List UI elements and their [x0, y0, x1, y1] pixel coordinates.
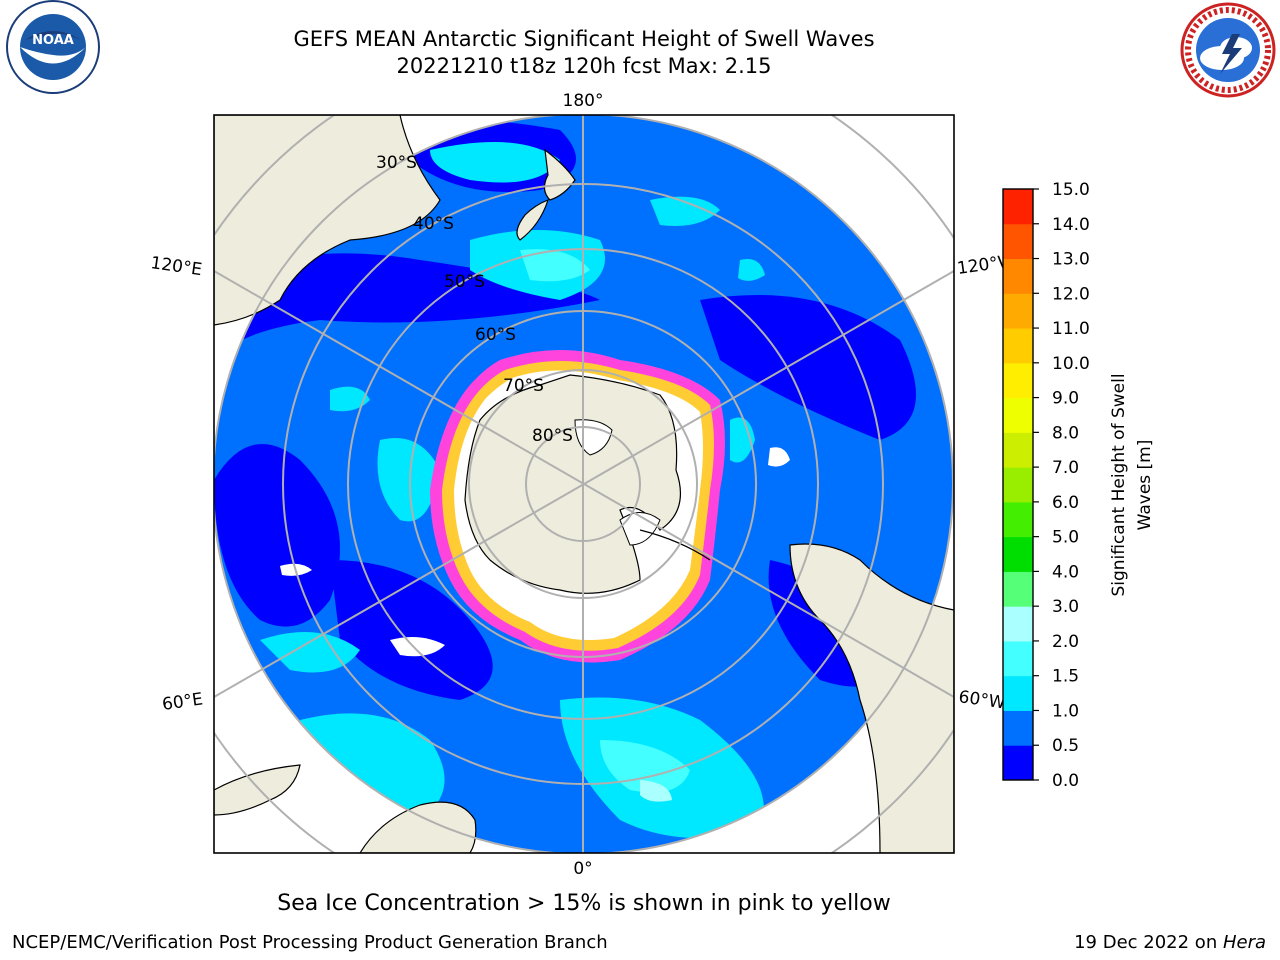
colorbar-tick-label: 2.0 — [1052, 632, 1079, 652]
sea-ice-patch — [390, 636, 445, 657]
latitude-label-40s: 40°S — [413, 214, 454, 234]
antarctica-group — [430, 350, 725, 663]
colorbar-segment — [1003, 293, 1033, 329]
swell-band-1p0-1p5 — [650, 196, 720, 226]
meridian-60e-120w — [214, 270, 954, 698]
graticule — [214, 115, 954, 853]
swell-band-1p0-1p5 — [377, 438, 440, 522]
swell-band-1p0-1p5 — [330, 386, 370, 412]
swell-band-1p0-1p5 — [300, 713, 445, 830]
colorbar-segment — [1003, 606, 1033, 642]
swell-band-1p0-1p5 — [260, 632, 360, 673]
noaa-logo-icon: NOAA — [6, 0, 100, 94]
colorbar-tick-label: 12.0 — [1052, 284, 1090, 304]
swell-band-1p0-1p5 — [738, 259, 765, 281]
title-line-2: 20221210 t18z 120h fcst Max: 2.15 — [396, 54, 772, 78]
land-new-zealand-south — [516, 198, 549, 241]
latitude-circle-30s — [214, 115, 954, 853]
meridian-label-120e: 120°E — [149, 253, 203, 280]
meridian-label-180: 180° — [563, 91, 604, 111]
colorbar-label-line-2: Waves [m] — [1135, 440, 1155, 531]
colorbar-tick-label: 11.0 — [1052, 319, 1090, 339]
colorbar-tick-label: 5.0 — [1052, 528, 1079, 548]
footer-date-text: 19 Dec 2022 on — [1074, 932, 1223, 953]
swell-band-0-0p5 — [214, 444, 340, 627]
meridian-label-60e: 60°E — [161, 689, 204, 714]
nws-logo-icon — [1180, 2, 1276, 98]
land-madagascar — [214, 764, 301, 816]
colorbar-segment — [1003, 745, 1033, 781]
colorbar-tick-label: 9.0 — [1052, 389, 1079, 409]
colorbar-tick-label: 7.0 — [1052, 458, 1079, 478]
latitude-label-60s: 60°S — [475, 325, 516, 345]
colorbar-tick-label: 8.0 — [1052, 423, 1079, 443]
footer-date: 19 Dec 2022 on Hera — [1074, 932, 1266, 954]
colorbar-segment — [1003, 189, 1033, 225]
colorbar-segment — [1003, 362, 1033, 399]
colorbar-frame — [1002, 188, 1034, 781]
colorbar: 0.0 0.5 1.0 1.5 2.0 3.0 4.0 5.0 6.0 7.0 8.0 9.0 10.0… — [1002, 180, 1090, 791]
meridian-label-0: 0° — [573, 859, 592, 879]
colorbar-tick-label: 0.0 — [1052, 771, 1079, 791]
colorbar-segment — [1003, 675, 1033, 711]
colorbar-tick-label: 6.0 — [1052, 493, 1079, 513]
colorbar-tick-label: 13.0 — [1052, 250, 1090, 270]
title-line-1: GEFS MEAN Antarctic Significant Height o… — [293, 27, 875, 51]
colorbar-segment — [1003, 571, 1033, 607]
latitude-label-80s: 80°S — [532, 426, 573, 446]
map-frame — [213, 114, 955, 854]
antarctic-peninsula — [639, 529, 711, 561]
colorbar-tick-label: 1.5 — [1052, 667, 1079, 687]
swell-band-1p0-1p5 — [730, 417, 755, 463]
colorbar-segment — [1003, 640, 1033, 677]
colorbar-segment — [1003, 710, 1033, 746]
colorbar-segment — [1003, 258, 1033, 294]
colorbar-segment — [1003, 397, 1033, 433]
colorbar-tick-label: 14.0 — [1052, 215, 1090, 235]
swell-band-1p5-2p0 — [520, 249, 590, 282]
footer-host: Hera — [1222, 932, 1266, 953]
meridian-label-60w: 60°W — [957, 687, 1006, 713]
colorbar-tick-label: 4.0 — [1052, 562, 1079, 582]
swell-band-1p5-2p0 — [600, 740, 690, 793]
latitude-label-50s: 50°S — [444, 272, 485, 292]
colorbar-segment — [1003, 223, 1033, 260]
swell-band-1p0-1p5 — [430, 142, 560, 183]
colorbar-segment — [1003, 501, 1033, 538]
colorbar-tick-label: 10.0 — [1052, 354, 1090, 374]
sea-ice-patch — [768, 447, 790, 467]
colorbar-tick-label: 1.0 — [1052, 701, 1079, 721]
colorbar-label-line-1: Significant Height of Swell — [1109, 373, 1129, 596]
swell-band-0-0p5 — [330, 560, 493, 700]
colorbar-tick-label: 15.0 — [1052, 180, 1090, 200]
ross-ice-shelf — [574, 419, 613, 456]
colorbar-tick-label: 3.0 — [1052, 597, 1079, 617]
land-antarctica — [464, 374, 682, 594]
land-africa — [359, 801, 477, 853]
latitude-label-30s: 30°S — [376, 153, 417, 173]
latitude-label-70s: 70°S — [503, 376, 544, 396]
sea-ice-note: Sea Ice Concentration > 15% is shown in … — [277, 891, 891, 916]
colorbar-segment — [1003, 467, 1033, 503]
colorbar-segment — [1003, 432, 1033, 468]
chart-title: GEFS MEAN Antarctic Significant Height o… — [214, 26, 954, 80]
colorbar-segment — [1003, 536, 1033, 572]
footer-credit: NCEP/EMC/Verification Post Processing Pr… — [12, 932, 608, 953]
colorbar-tick-label: 0.5 — [1052, 736, 1079, 756]
swell-band-2p0-3p0 — [640, 780, 672, 802]
colorbar-segment — [1003, 328, 1033, 364]
swell-band-0-0p5 — [700, 295, 916, 440]
noaa-wordmark: NOAA — [32, 33, 74, 48]
